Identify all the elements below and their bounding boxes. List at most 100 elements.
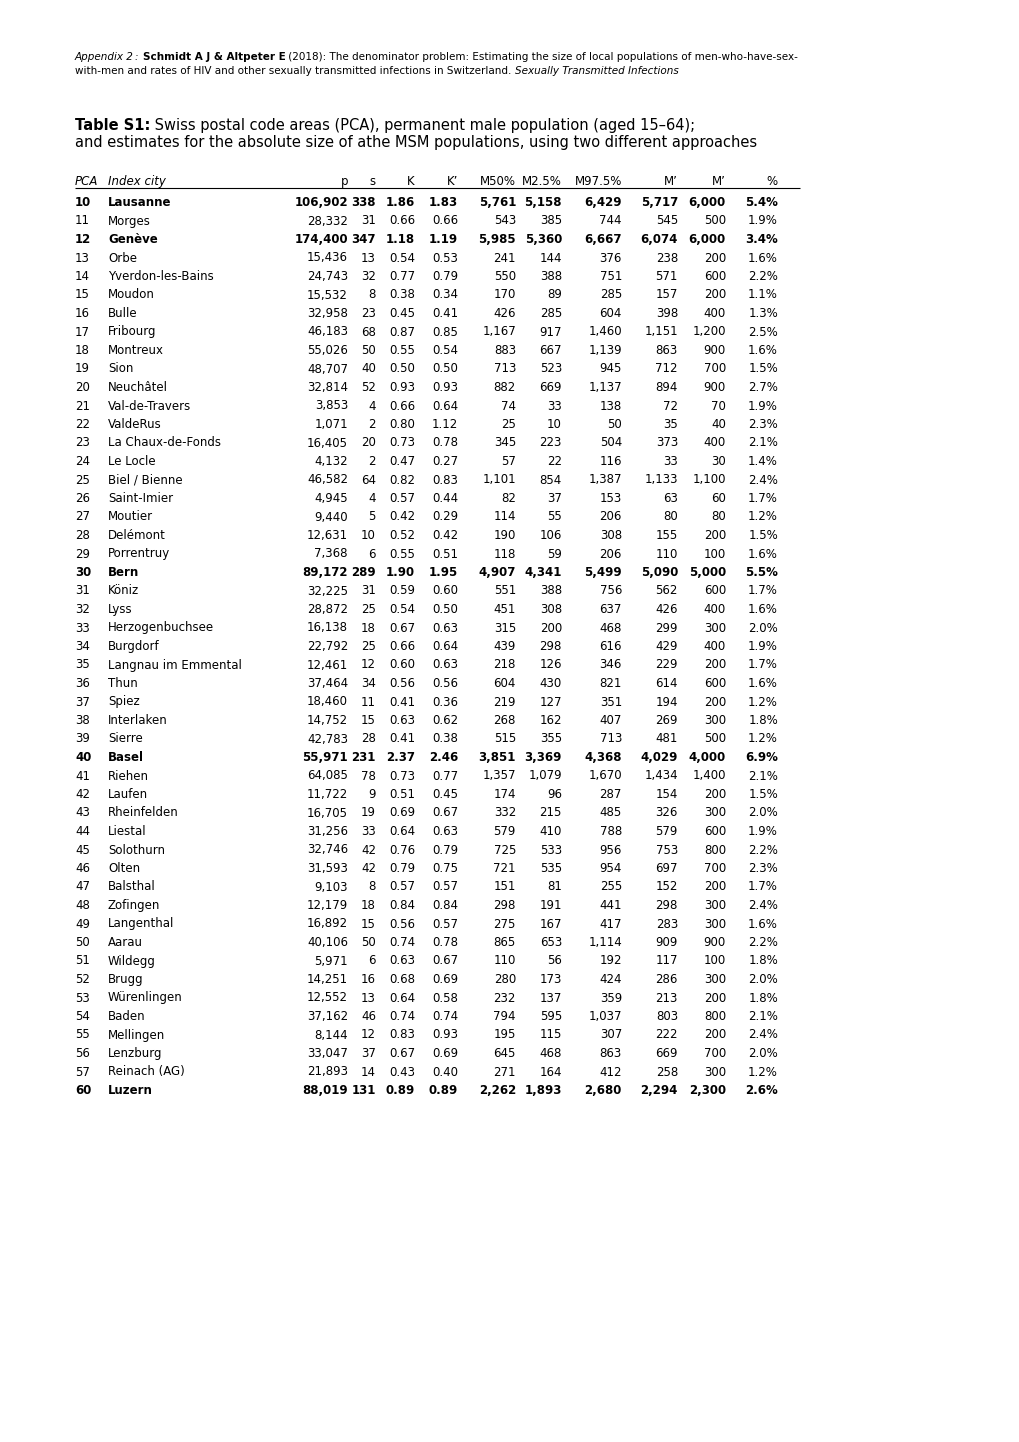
Text: 0.64: 0.64	[388, 992, 415, 1005]
Text: 286: 286	[655, 973, 678, 986]
Text: 0.51: 0.51	[388, 787, 415, 800]
Text: 0.84: 0.84	[432, 898, 458, 911]
Text: 407: 407	[599, 714, 622, 727]
Text: 18: 18	[75, 345, 90, 358]
Text: 30: 30	[75, 567, 91, 580]
Text: 59: 59	[546, 548, 561, 561]
Text: 57: 57	[500, 456, 516, 469]
Text: Lausanne: Lausanne	[108, 196, 171, 209]
Text: 55: 55	[547, 510, 561, 523]
Text: 9: 9	[368, 787, 376, 800]
Text: 289: 289	[351, 567, 376, 580]
Text: 300: 300	[703, 973, 726, 986]
Text: 14: 14	[75, 270, 90, 283]
Text: 0.38: 0.38	[432, 733, 458, 746]
Text: Appendix 2 :: Appendix 2 :	[75, 52, 143, 62]
Text: 2.0%: 2.0%	[748, 806, 777, 819]
Text: 0.67: 0.67	[431, 955, 458, 968]
Text: 53: 53	[75, 992, 90, 1005]
Text: 155: 155	[655, 529, 678, 542]
Text: 0.57: 0.57	[432, 917, 458, 930]
Text: 9,103: 9,103	[314, 881, 347, 894]
Text: 332: 332	[493, 806, 516, 819]
Text: 12,461: 12,461	[307, 659, 347, 672]
Text: 13: 13	[361, 251, 376, 264]
Text: 2.5%: 2.5%	[748, 326, 777, 339]
Text: 22,792: 22,792	[307, 640, 347, 653]
Text: 373: 373	[655, 437, 678, 450]
Text: 81: 81	[546, 881, 561, 894]
Text: 0.67: 0.67	[388, 622, 415, 634]
Text: 1.7%: 1.7%	[747, 492, 777, 505]
Text: 300: 300	[703, 1066, 726, 1079]
Text: 3,369: 3,369	[524, 751, 561, 764]
Text: 1.3%: 1.3%	[748, 307, 777, 320]
Text: 1,139: 1,139	[588, 345, 622, 358]
Text: 200: 200	[703, 251, 726, 264]
Text: Saint-Imier: Saint-Imier	[108, 492, 173, 505]
Text: 3,853: 3,853	[315, 399, 347, 412]
Text: p: p	[340, 174, 347, 187]
Text: 1.5%: 1.5%	[748, 529, 777, 542]
Text: 1.6%: 1.6%	[747, 345, 777, 358]
Text: 4,000: 4,000	[688, 751, 726, 764]
Text: Lyss: Lyss	[108, 603, 132, 616]
Text: 5,158: 5,158	[524, 196, 561, 209]
Text: 23: 23	[75, 437, 90, 450]
Text: 744: 744	[599, 215, 622, 228]
Text: 2.4%: 2.4%	[747, 898, 777, 911]
Text: 0.74: 0.74	[388, 1009, 415, 1022]
Text: 72: 72	[662, 399, 678, 412]
Text: Spiez: Spiez	[108, 695, 140, 708]
Text: 0.34: 0.34	[432, 288, 458, 301]
Text: 8: 8	[368, 881, 376, 894]
Text: 712: 712	[655, 362, 678, 375]
Text: 50: 50	[75, 936, 90, 949]
Text: 0.50: 0.50	[432, 603, 458, 616]
Text: 63: 63	[662, 492, 678, 505]
Text: 533: 533	[539, 844, 561, 857]
Text: 307: 307	[599, 1028, 622, 1041]
Text: M’: M’	[663, 174, 678, 187]
Text: 0.66: 0.66	[388, 640, 415, 653]
Text: 1.8%: 1.8%	[748, 955, 777, 968]
Text: Würenlingen: Würenlingen	[108, 992, 182, 1005]
Text: 2.2%: 2.2%	[747, 270, 777, 283]
Text: 1.8%: 1.8%	[748, 992, 777, 1005]
Text: 14,251: 14,251	[307, 973, 347, 986]
Text: 192: 192	[599, 955, 622, 968]
Text: 300: 300	[703, 917, 726, 930]
Text: 1,460: 1,460	[588, 326, 622, 339]
Text: 1.18: 1.18	[385, 234, 415, 247]
Text: 5,499: 5,499	[584, 567, 622, 580]
Text: Fribourg: Fribourg	[108, 326, 156, 339]
Text: Mellingen: Mellingen	[108, 1028, 165, 1041]
Text: 18: 18	[361, 898, 376, 911]
Text: 5,090: 5,090	[640, 567, 678, 580]
Text: 0.66: 0.66	[388, 215, 415, 228]
Text: 137: 137	[539, 992, 561, 1005]
Text: 800: 800	[703, 1009, 726, 1022]
Text: Wildegg: Wildegg	[108, 955, 156, 968]
Text: 2,300: 2,300	[688, 1084, 726, 1097]
Text: 1.4%: 1.4%	[747, 456, 777, 469]
Text: Herzogenbuchsee: Herzogenbuchsee	[108, 622, 214, 634]
Text: 0.77: 0.77	[431, 770, 458, 783]
Text: 80: 80	[710, 510, 726, 523]
Text: 12,552: 12,552	[307, 992, 347, 1005]
Text: 0.47: 0.47	[388, 456, 415, 469]
Text: 756: 756	[599, 584, 622, 597]
Text: 6: 6	[368, 955, 376, 968]
Text: 0.84: 0.84	[388, 898, 415, 911]
Text: 167: 167	[539, 917, 561, 930]
Text: 308: 308	[539, 603, 561, 616]
Text: Biel / Bienne: Biel / Bienne	[108, 473, 182, 486]
Text: s: s	[370, 174, 376, 187]
Text: 6,429: 6,429	[584, 196, 622, 209]
Text: 1.83: 1.83	[428, 196, 458, 209]
Text: 37,162: 37,162	[307, 1009, 347, 1022]
Text: 13: 13	[75, 251, 90, 264]
Text: M’: M’	[711, 174, 726, 187]
Text: Swiss postal code areas (PCA), permanent male population (aged 15–64);: Swiss postal code areas (PCA), permanent…	[150, 118, 695, 133]
Text: 6,667: 6,667	[584, 234, 622, 247]
